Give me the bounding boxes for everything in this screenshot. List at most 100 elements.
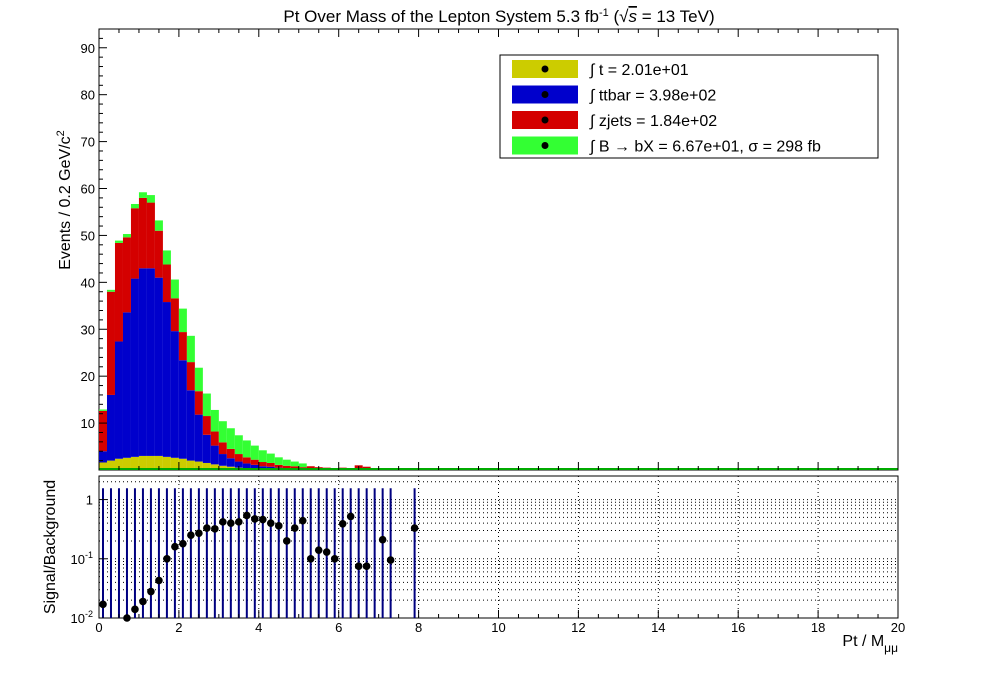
data-point-25 [314,546,323,554]
data-point-24 [306,554,315,563]
bar-2-17 [234,454,243,462]
bar-1-12 [194,414,203,462]
bar-1-0 [99,451,107,463]
bar-2-6 [146,202,155,269]
bar-2-4 [130,208,139,279]
bar-1-18 [242,463,251,469]
bar-1-9 [170,331,179,458]
data-point-29 [346,512,355,521]
legend-label-2: ∫ zjets = 1.84e+02 [589,113,717,130]
bar-2-19 [250,459,259,465]
bar-3-2 [114,240,123,243]
bar-0-2 [114,458,123,470]
data-point-18 [258,515,267,524]
data-point-19 [266,519,275,527]
data-point-32 [378,535,387,544]
bar-1-3 [122,312,131,458]
bar-1-19 [250,464,259,469]
top-ytick-label-1: 20 [81,369,95,384]
bar-3-20 [258,450,267,463]
bar-0-3 [122,457,131,470]
data-point-9 [187,531,195,540]
top-ytick-label-0: 10 [81,416,95,431]
bar-1-1 [106,394,115,461]
bottom-xtick-label-10: 20 [891,620,905,635]
legend-label-0: ∫ t = 2.01e+01 [589,62,689,79]
bottom-ytick-label-0: 10-2 [71,609,93,626]
data-point-16 [243,511,251,520]
bottom-data-points [99,511,419,622]
bar-3-11 [186,335,195,363]
data-point-11 [203,524,211,532]
bar-3-17 [234,435,243,455]
data-point-0 [99,600,107,609]
bar-0-7 [154,455,163,470]
data-point-10 [195,529,203,538]
bar-3-9 [170,279,179,299]
top-ytick-label-4: 50 [81,228,95,243]
data-point-33 [386,556,395,564]
bottom-error-bars [101,488,416,618]
title-superscript: -1 [599,7,609,19]
data-point-12 [211,525,219,533]
bar-1-13 [202,434,211,463]
bar-3-3 [122,234,131,238]
data-point-4 [147,587,155,596]
bar-3-13 [202,393,211,417]
legend-marker-0 [541,65,549,73]
bar-1-14 [210,445,219,465]
x-axis-label: Pt / Mμμ [842,633,898,655]
bar-3-16 [226,428,235,449]
bar-2-24 [290,466,299,469]
top-ytick-label-3: 40 [81,275,95,290]
bar-2-8 [162,264,171,303]
top-histogram-bars [99,192,898,470]
data-point-17 [251,515,259,523]
bar-0-10 [178,458,187,470]
bar-2-13 [202,416,211,435]
bar-3-1 [106,289,115,292]
bar-3-14 [210,409,219,432]
bar-2-5 [138,197,147,269]
bar-2-23 [282,465,291,469]
data-point-22 [290,524,299,532]
bar-1-7 [154,277,163,456]
data-point-5 [155,576,163,585]
bottom-xtick-label-6: 12 [571,620,585,635]
bar-2-9 [170,298,179,332]
title-sqrt-s: s [628,7,637,26]
data-point-20 [274,522,283,530]
top-y-axis-label: Events / 0.2 GeV/c2 [55,130,74,270]
top-y-axis-ticks: 10 20 30 40 50 60 70 80 90 [81,29,899,470]
bar-3-19 [250,445,259,460]
bar-3-18 [242,440,251,458]
bottom-xtick-label-4: 8 [415,620,422,635]
legend-marker-2 [541,116,549,124]
legend-marker-1 [541,91,549,98]
bar-3-6 [146,195,155,203]
bar-2-20 [258,462,267,467]
data-point-26 [322,548,331,556]
bar-1-4 [130,278,139,457]
bar-2-2 [114,242,123,342]
top-ytick-label-8: 90 [81,41,95,56]
bar-0-9 [170,457,179,470]
bar-2-12 [194,391,203,415]
bar-1-11 [186,390,195,461]
bar-0-5 [138,455,147,470]
bar-0-1 [106,460,115,470]
bar-2-15 [218,442,227,455]
bar-3-7 [154,220,163,231]
bar-2-1 [106,291,115,395]
data-point-23 [298,516,307,525]
bar-2-3 [122,237,131,313]
bottom-xtick-label-1: 2 [175,620,182,635]
bar-0-12 [194,461,203,470]
bar-2-0 [99,410,107,452]
bar-1-6 [146,268,155,456]
bar-0-11 [186,460,195,470]
bar-3-21 [266,453,275,463]
bar-1-16 [226,458,235,467]
bar-2-10 [178,332,187,361]
bar-0-0 [99,462,107,470]
